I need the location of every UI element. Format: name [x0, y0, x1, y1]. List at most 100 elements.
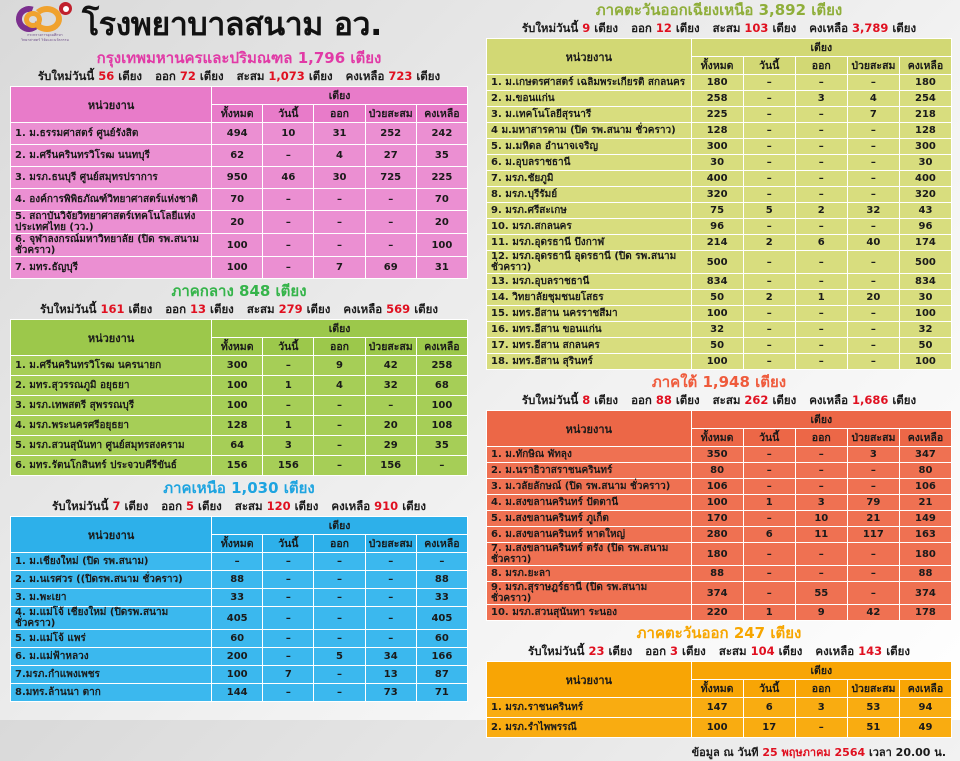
cell-today: 1: [742, 604, 796, 621]
cell-remaining: 35: [415, 144, 469, 167]
cell-total: 170: [690, 510, 744, 527]
cell-out: –: [313, 629, 366, 648]
table-header-row-top: หน่วยงาน เตียง: [9, 319, 468, 356]
col-header-total: ทั้งหมด: [690, 56, 744, 75]
cell-unit: 13. มรภ.อุบลราชธานี: [486, 273, 692, 290]
table-row: 2. ม.ศรีนครินทรวิโรฒ นนทบุรี 62–4 27 35: [9, 144, 469, 167]
data-timestamp: ข้อมูล ณ วันที 25 พฤษภาคม 2564 เวลา 20.0…: [486, 740, 952, 761]
cell-unit: 2. ม.นราธิวาสราชนครินทร์: [486, 462, 692, 479]
table-row: 9. มรภ.ศรีสะเกษ 75 5 2 32 43: [486, 202, 953, 219]
cell-out: –: [794, 218, 848, 235]
cell-today: 17: [742, 717, 796, 738]
table-row: 1. ม.เชียงใหม่ (ปิด รพ.สนาม) – – – – –: [9, 552, 469, 571]
summary-cumulative-value: 279: [278, 302, 303, 316]
left-region-list: กรุงเทพมหานครและปริมณฑล 1,796 เตียง รับให…: [9, 48, 469, 702]
col-header-remaining: คงเหลือ: [415, 104, 469, 123]
col-header-unit: หน่วยงาน: [9, 319, 213, 356]
cell-out: –: [794, 170, 848, 187]
cell-total: 100: [211, 375, 264, 396]
cell-today: 3: [262, 435, 315, 456]
summary-new-today-unit: เตียง: [124, 499, 149, 513]
cell-total: 80: [690, 462, 744, 479]
col-header-remaining: คงเหลือ: [415, 337, 469, 356]
col-header-bed-group: เตียง: [211, 86, 468, 105]
summary-cumulative-label: สะสม: [718, 644, 747, 658]
table-row: 3. มรภ.เทพสตรี สุพรรณบุรี 100– – –100: [9, 395, 469, 416]
footer-prefix: ข้อมูล ณ วันที: [691, 746, 759, 759]
cell-unit: 2. มทร.สุวรรณภูมิ อยุธยา: [9, 375, 213, 396]
cell-unit: 3. มรภ.ธนบุรี ศูนย์สมุทรปราการ: [9, 166, 213, 189]
cell-cumulative: –: [364, 210, 417, 234]
cell-out: –: [794, 321, 848, 338]
cell-out: 9: [794, 604, 848, 621]
right-region-list: ภาคตะวันออกเฉียงเหนือ 3,892 เตียง รับใหม่…: [486, 0, 953, 738]
cell-remaining: 35: [415, 435, 469, 456]
masthead: กระทรวงการอุดมศึกษา วิทยาศาสตร์ วิจัยและ…: [10, 0, 468, 48]
col-header-today: วันนี้: [262, 104, 315, 123]
cell-out: –: [794, 305, 848, 322]
cell-today: –: [262, 144, 315, 167]
cell-today: –: [742, 250, 796, 274]
table-row: 6. มทร.รัตนโกสินทร์ ประจวบคีรีขันธ์ 156 15…: [9, 455, 469, 476]
page-title: โรงพยาบาลสนาม อว.: [82, 5, 382, 43]
cell-unit: 7. มรภ.ชัยภูมิ: [486, 170, 692, 187]
summary-discharged-value: 12: [655, 21, 672, 35]
cell-today: 6: [742, 697, 796, 718]
table-row: 2. ม.นเรศวร ((ปิดรพ.สนาม ชั่วคราว) 88– – –8…: [9, 570, 469, 589]
summary-discharged-value: 72: [179, 69, 196, 83]
cell-total: 60: [211, 629, 264, 648]
summary-remaining-label: คงเหลือ: [345, 69, 385, 83]
cell-total: 258: [690, 90, 744, 107]
cell-out: –: [794, 565, 848, 582]
summary-cumulative-unit: เตียง: [772, 393, 797, 407]
cell-out: –: [313, 415, 366, 436]
table-row: 15. มทร.อีสาน นครราชสีมา 100– – –100: [486, 305, 953, 322]
cell-unit: 15. มทร.อีสาน นครราชสีมา: [486, 305, 692, 322]
cell-cumulative: –: [846, 565, 900, 582]
cell-today: –: [742, 138, 796, 155]
cell-today: –: [262, 188, 315, 211]
cell-today: –: [742, 90, 796, 107]
table-row: 6. จุฬาลงกรณ์มหาวิทยาลัย (ปิด รพ.สนามชั่…: [9, 233, 469, 257]
cell-out: –: [313, 552, 366, 571]
cell-unit: 1. ม.ธรรมศาสตร์ ศูนย์รังสิต: [9, 122, 213, 145]
cell-remaining: 225: [415, 166, 469, 189]
table-row: 11. มรภ.อุดรธานี บึงกาฬ 214 2 6 40 174: [486, 234, 953, 251]
col-header-total: ทั้งหมด: [211, 337, 264, 356]
cell-out: –: [794, 462, 848, 479]
region-summary-northeast: รับใหม่วันนี้ 9 เตียง ออก 12 เตียง สะสม 103 เตีย…: [486, 20, 952, 38]
cell-today: 10: [262, 122, 315, 145]
cell-total: 33: [211, 588, 264, 607]
summary-new-today-unit: เตียง: [594, 393, 619, 407]
cell-total: 20: [211, 210, 264, 234]
cell-today: 1: [262, 375, 315, 396]
cell-out: 4: [313, 375, 366, 396]
cell-cumulative: 42: [364, 355, 417, 376]
summary-cumulative: สะสม 1,073 เตียง: [237, 68, 333, 84]
col-header-cumulative: ป่วยสะสม: [364, 337, 417, 356]
col-header-unit: หน่วยงาน: [9, 516, 213, 553]
cell-unit: 10. มรภ.สกลนคร: [486, 218, 692, 235]
table-row: 5. มรภ.สวนสุนันทา ศูนย์สมุทรสงคราม 64 3–29…: [9, 435, 469, 456]
cell-unit: 1. ม.ทักษิณ พัทลุง: [486, 446, 692, 463]
cell-remaining: 400: [898, 170, 953, 187]
table-row: 1. ม.เกษตรศาสตร์ เฉลิมพระเกียรติ สกลนคร 1…: [486, 74, 953, 91]
table-row: 3. ม.พะเยา 33– – –33: [9, 588, 469, 607]
cell-remaining: 108: [415, 415, 469, 436]
summary-remaining: คงเหลือ 723 เตียง: [346, 68, 441, 84]
cell-cumulative: –: [846, 337, 900, 354]
cell-cumulative: –: [846, 74, 900, 91]
summary-new-today-value: 7: [112, 499, 121, 513]
col-header-today: วันนี้: [742, 679, 796, 698]
summary-discharged-unit: เตียง: [210, 302, 234, 316]
cell-today: –: [742, 446, 796, 463]
cell-out: –: [794, 478, 848, 495]
cell-total: 100: [690, 717, 744, 738]
cell-unit: 10. มรภ.สวนสุนันทา ระนอง: [486, 604, 692, 621]
cell-cumulative: –: [846, 273, 900, 290]
summary-cumulative-label: สะสม: [712, 393, 741, 407]
cell-remaining: 178: [898, 604, 953, 621]
cell-cumulative: –: [846, 218, 900, 235]
cell-total: 280: [690, 526, 744, 543]
table-header-row-top: หน่วยงาน เตียง: [9, 516, 468, 553]
